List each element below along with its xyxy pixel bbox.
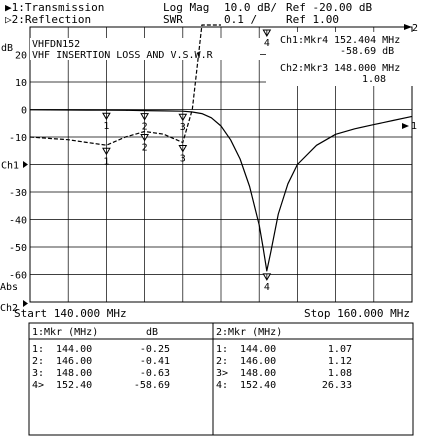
marker-label: 4 (264, 38, 270, 49)
right-table-row: 1: 144.00 1.07 (216, 344, 352, 355)
right-table-row: 3> 148.00 1.08 (216, 368, 352, 379)
annotation-background (30, 38, 260, 60)
ch2-marker-value: 1.08 (362, 74, 386, 85)
traces (29, 24, 413, 272)
reflection-marker: 3 (178, 145, 188, 165)
marker-id: 1: (216, 344, 228, 355)
marker-value: 1.08 (328, 368, 352, 379)
marker-label: 3 (180, 154, 186, 165)
marker-label: 1 (103, 121, 109, 132)
y-tick-label: -10 (9, 133, 27, 144)
marker-id: 3: (32, 368, 44, 379)
marker-value: -0.25 (140, 344, 170, 355)
marker-value: -0.63 (140, 368, 170, 379)
channel1-label: ▶1:Transmission (5, 1, 104, 14)
marker-frequency: 148.00 (56, 368, 92, 379)
marker-frequency: 146.00 (56, 356, 92, 367)
marker-frequency: 152.40 (56, 380, 92, 391)
y-tick-label: 10 (15, 78, 27, 89)
transmission-marker: 4 (262, 273, 272, 293)
reflection-trace (29, 24, 221, 146)
marker-table-rows: 1: 144.00 -0.252: 146.00 -0.413: 148.00 -0.634… (32, 344, 352, 391)
marker-frequency: 148.00 (240, 368, 276, 379)
y-tick-label: 20 (15, 51, 27, 62)
y-tick-label: -50 (9, 243, 27, 254)
marker-frequency: 152.40 (240, 380, 276, 391)
transmission-marker: 3 (178, 113, 188, 133)
marker-value: 1.12 (328, 356, 352, 367)
trace1-reference-arrow (402, 123, 409, 129)
reflection-marker: 2 (140, 134, 149, 154)
marker-readout-box (266, 32, 414, 86)
trace2-reference-arrow (404, 24, 412, 30)
channel2-scale: 0.1 / (224, 13, 257, 26)
marker-value: -0.41 (140, 356, 170, 367)
stop-frequency-label: Stop 160.000 MHz (304, 307, 410, 320)
marker-id: 2: (32, 356, 44, 367)
trace1-reference-label: 1 (411, 121, 417, 132)
marker-value: 1.07 (328, 344, 352, 355)
transmission-marker: 1 (102, 112, 111, 132)
right-table-title: 2:Mkr (MHz) (216, 327, 282, 338)
ch2-marker-frequency: 148.000 MHz (334, 63, 400, 74)
left-table-row: 2: 146.00 -0.41 (32, 356, 170, 367)
ch1-marker-frequency: 152.404 MHz (334, 35, 400, 46)
ch2-axis-label: Ch2 (0, 303, 18, 314)
channel2-format: SWR (163, 13, 183, 26)
marker-id: 3> (216, 368, 228, 379)
y-tick-label: -30 (9, 188, 27, 199)
y-tick-label: 0 (21, 106, 27, 117)
reflection-marker: 4 (262, 29, 272, 49)
y-tick-label: Ch1 (1, 161, 19, 172)
y-tick-labels: 20 10 0 -10 Ch1 -30 -40 -50 -60 (1, 51, 28, 282)
marker-label: 4 (264, 282, 270, 293)
marker-frequency: 144.00 (240, 344, 276, 355)
abs-label: Abs (0, 282, 18, 293)
left-table-row: 4> 152.40 -58.69 (32, 380, 170, 391)
marker-label: 2 (142, 122, 148, 133)
ch1-marker-label: Ch1:Mkr4 (280, 35, 328, 46)
marker-value: 26.33 (322, 380, 352, 391)
trace2-reference-label: 2 (412, 23, 418, 34)
marker-table-frame (28, 322, 414, 436)
marker-id: 2: (216, 356, 228, 367)
y-tick-label: -40 (9, 216, 27, 227)
channel1-scale: 10.0 dB/ (224, 1, 277, 14)
left-table-unit: dB (146, 327, 158, 338)
marker-frequency: 144.00 (56, 344, 92, 355)
annotation-subtitle: VHFDN152 (32, 39, 80, 50)
ch1-marker-value: -58.69 dB (340, 46, 394, 57)
left-table-title: 1:Mkr (MHz) (32, 327, 98, 338)
marker-id: 4> (32, 380, 44, 391)
marker-id: 4: (216, 380, 228, 391)
y-tick-label: -60 (9, 271, 27, 282)
left-table-row: 3: 148.00 -0.63 (32, 368, 170, 379)
ch2-marker-label: Ch2:Mkr3 (280, 63, 328, 74)
marker-glyphs: 1 2 3 4 1 2 3 4 (102, 29, 272, 293)
unit-label: dB (1, 43, 13, 54)
marker-value: -58.69 (134, 380, 170, 391)
marker-frequency: 146.00 (240, 356, 276, 367)
channel2-label: ▷2:Reflection (5, 13, 91, 26)
right-table-row: 2: 146.00 1.12 (216, 356, 352, 367)
transmission-marker: 2 (140, 113, 149, 133)
channel1-format: Log Mag (163, 1, 209, 14)
marker-id: 1: (32, 344, 44, 355)
ch2-reference-pointer (23, 300, 28, 307)
ch1-reference-pointer (23, 161, 28, 168)
transmission-trace (29, 109, 413, 272)
annotation-title: VHF INSERTION LOSS AND V.S.W.R (32, 50, 214, 61)
reflection-marker: 1 (102, 147, 111, 167)
channel2-reference: Ref 1.00 (286, 13, 339, 26)
start-frequency-label: Start 140.000 MHz (14, 307, 127, 320)
marker-label: 2 (142, 143, 148, 154)
marker-label: 1 (103, 156, 109, 167)
marker-label: 3 (180, 122, 186, 133)
right-table-row: 4: 152.40 26.33 (216, 380, 352, 391)
channel1-reference: Ref -20.00 dB (286, 1, 372, 14)
left-table-row: 1: 144.00 -0.25 (32, 344, 170, 355)
